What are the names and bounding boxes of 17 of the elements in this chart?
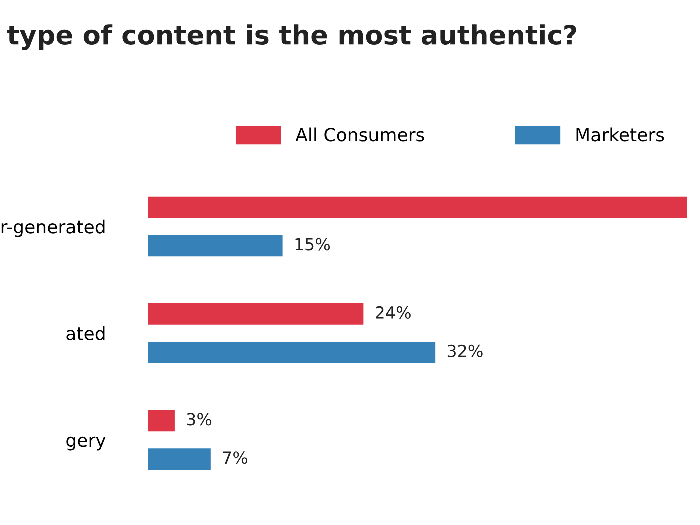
y-tick-label: ated bbox=[66, 326, 105, 341]
bar bbox=[148, 410, 175, 432]
bar bbox=[148, 342, 436, 364]
legend-label: Marketers bbox=[576, 128, 664, 142]
legend-label: All Consumers bbox=[296, 128, 424, 142]
data-label: 24% bbox=[376, 306, 411, 320]
data-label: 3% bbox=[187, 413, 212, 426]
y-tick-label: r-generated bbox=[2, 220, 105, 238]
bar bbox=[148, 304, 364, 325]
bar bbox=[148, 448, 211, 470]
data-label: 15% bbox=[296, 238, 330, 251]
data-label: 32% bbox=[448, 344, 483, 358]
data-label: 7% bbox=[223, 452, 248, 464]
y-tick-label: gery bbox=[66, 436, 106, 451]
bar bbox=[148, 196, 688, 218]
chart-title: type of content is the most authentic? bbox=[7, 24, 576, 50]
bar bbox=[148, 235, 283, 257]
